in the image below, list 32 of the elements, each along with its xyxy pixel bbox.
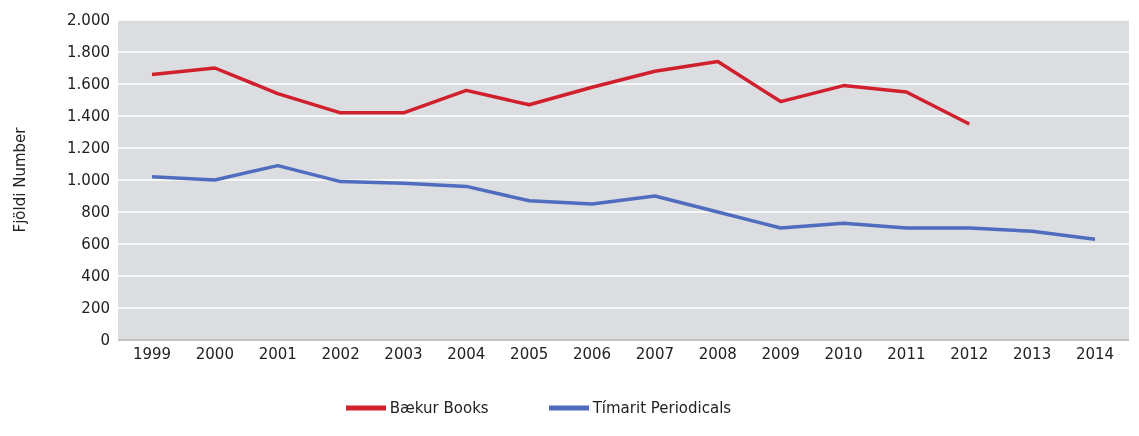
y-axis-title: Fjöldi Number bbox=[11, 126, 30, 233]
line-series bbox=[150, 59, 972, 126]
y-tick-label: 800 bbox=[81, 203, 110, 222]
y-tick-label: 400 bbox=[81, 267, 110, 286]
y-tick-label: 600 bbox=[81, 235, 110, 254]
y-tick-label: 0 bbox=[100, 331, 110, 350]
x-tick-label: 2009 bbox=[761, 344, 800, 363]
x-tick-label: 2006 bbox=[572, 344, 612, 363]
y-tick-label: 1.400 bbox=[67, 107, 110, 126]
x-tick-label: 2008 bbox=[698, 344, 737, 363]
x-tick-label: 2000 bbox=[195, 344, 234, 363]
y-tick-label: 1.200 bbox=[67, 139, 110, 158]
legend-label: Bækur Books bbox=[389, 398, 489, 417]
x-tick-label: 2014 bbox=[1075, 344, 1115, 363]
y-tick-label: 1.800 bbox=[67, 43, 110, 62]
x-tick-label: 2013 bbox=[1013, 344, 1052, 363]
x-tick-label: 1999 bbox=[132, 344, 172, 363]
x-tick-label: 2011 bbox=[887, 344, 926, 363]
x-tick-label: 2007 bbox=[635, 344, 675, 363]
y-tick-label: 200 bbox=[81, 299, 110, 318]
legend-label: Tímarit Periodicals bbox=[592, 398, 732, 417]
x-tick-label: 2001 bbox=[258, 344, 297, 363]
x-tick-label: 2010 bbox=[824, 344, 863, 363]
y-tick-label: 1.000 bbox=[67, 171, 110, 190]
x-tick-label: 2012 bbox=[950, 344, 989, 363]
line-series bbox=[150, 163, 1097, 241]
y-tick-label: 2.000 bbox=[67, 11, 110, 30]
y-tick-label: 1.600 bbox=[67, 75, 110, 94]
x-tick-label: 2005 bbox=[510, 344, 549, 363]
x-tick-label: 2004 bbox=[447, 344, 486, 363]
x-tick-label: 2002 bbox=[321, 344, 360, 363]
x-tick-label: 2003 bbox=[384, 344, 423, 363]
